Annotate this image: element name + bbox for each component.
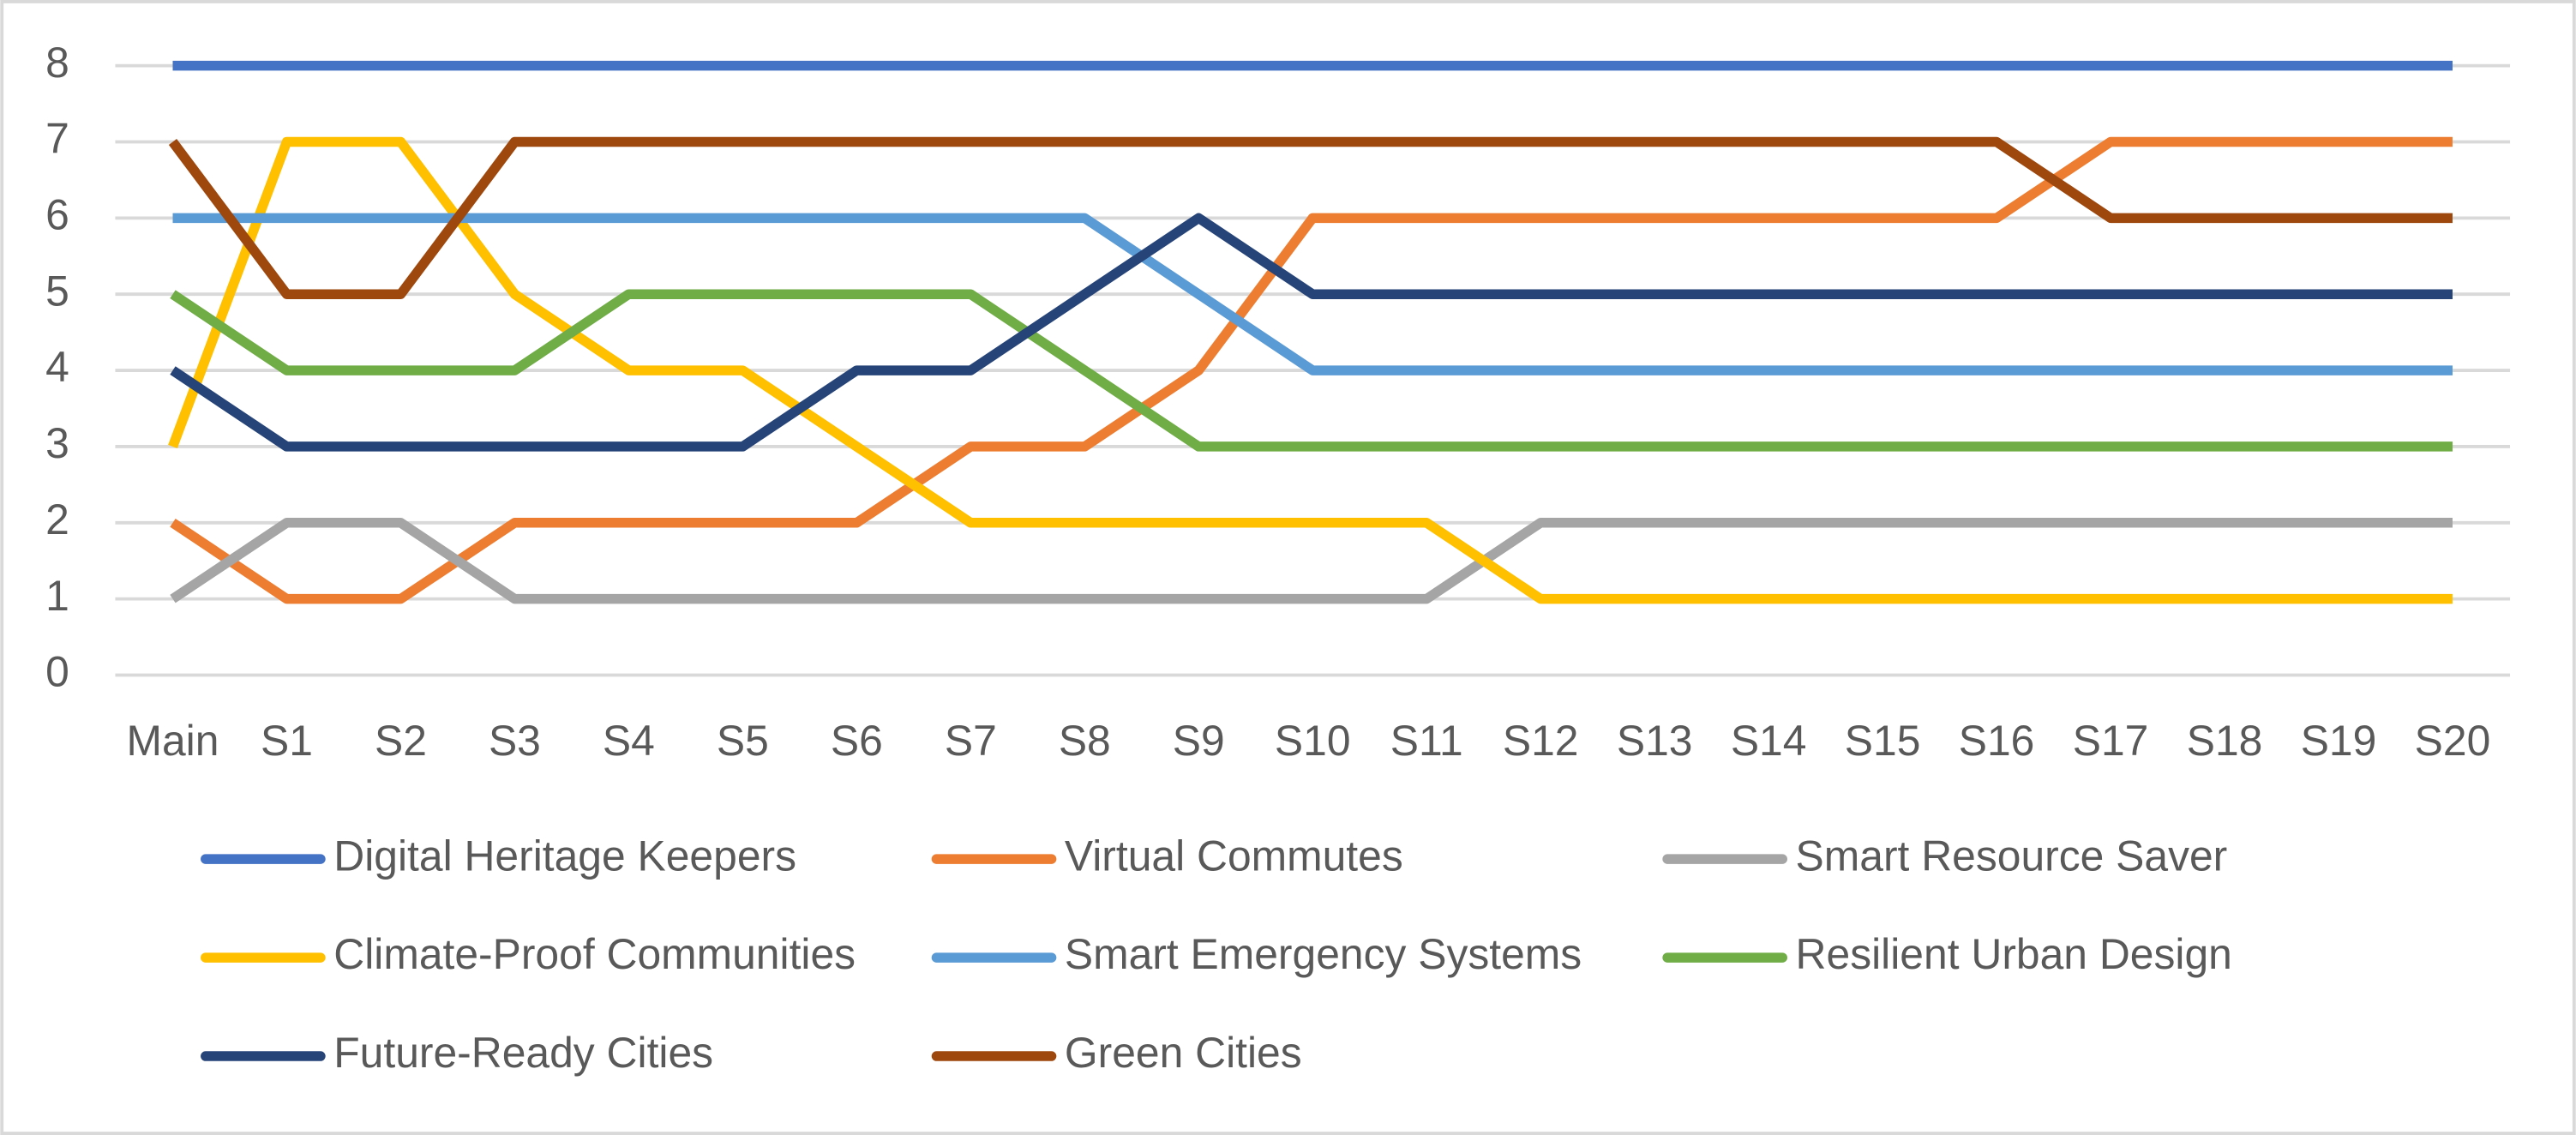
x-tick-label: S9 [1173, 717, 1225, 765]
legend-label: Virtual Commutes [1065, 832, 1403, 880]
x-tick-label: S3 [489, 717, 541, 765]
x-tick-label: S5 [717, 717, 769, 765]
x-tick-label: S2 [375, 717, 427, 765]
x-tick-label: S11 [1390, 717, 1463, 765]
legend-label: Green Cities [1065, 1029, 1302, 1077]
y-tick-label: 6 [45, 191, 69, 239]
x-tick-label: S16 [1959, 717, 2035, 765]
legend-label: Digital Heritage Keepers [333, 832, 796, 880]
y-tick-label: 1 [45, 572, 69, 620]
y-tick-label: 4 [45, 343, 69, 391]
x-tick-label: S15 [1845, 717, 1921, 765]
x-tick-label: Main [127, 717, 219, 765]
y-tick-label: 8 [45, 39, 69, 87]
series-line [168, 136, 2453, 604]
legend-label: Future-Ready Cities [333, 1029, 713, 1077]
x-tick-label: S8 [1059, 717, 1111, 765]
x-tick-label: S18 [2187, 717, 2263, 765]
x-tick-label: S6 [831, 717, 883, 765]
series-line [170, 136, 2453, 604]
y-tick-label: 3 [45, 419, 69, 467]
series-line [170, 213, 2453, 452]
x-tick-label: S4 [603, 717, 655, 765]
series-line [170, 289, 2453, 452]
x-tick-label: S13 [1617, 717, 1693, 765]
x-tick-label: S14 [1731, 717, 1807, 765]
x-tick-label: S10 [1275, 717, 1351, 765]
legend-label: Smart Emergency Systems [1065, 930, 1582, 978]
series-line [170, 518, 2453, 604]
legend-label: Resilient Urban Design [1796, 930, 2232, 978]
x-tick-label: S7 [945, 717, 997, 765]
legend-label: Smart Resource Saver [1796, 832, 2228, 880]
x-tick-label: S17 [2073, 717, 2149, 765]
legend-label: Climate-Proof Communities [333, 930, 856, 978]
x-tick-label: S19 [2301, 717, 2377, 765]
y-tick-label: 7 [45, 115, 69, 163]
x-tick-label: S1 [261, 717, 313, 765]
series-line [168, 136, 2453, 299]
y-tick-label: 5 [45, 267, 69, 315]
y-tick-label: 2 [45, 495, 69, 543]
x-tick-label: S12 [1503, 717, 1579, 765]
y-tick-label: 0 [45, 648, 69, 696]
x-tick-label: S20 [2415, 717, 2491, 765]
series-line [172, 213, 2453, 375]
